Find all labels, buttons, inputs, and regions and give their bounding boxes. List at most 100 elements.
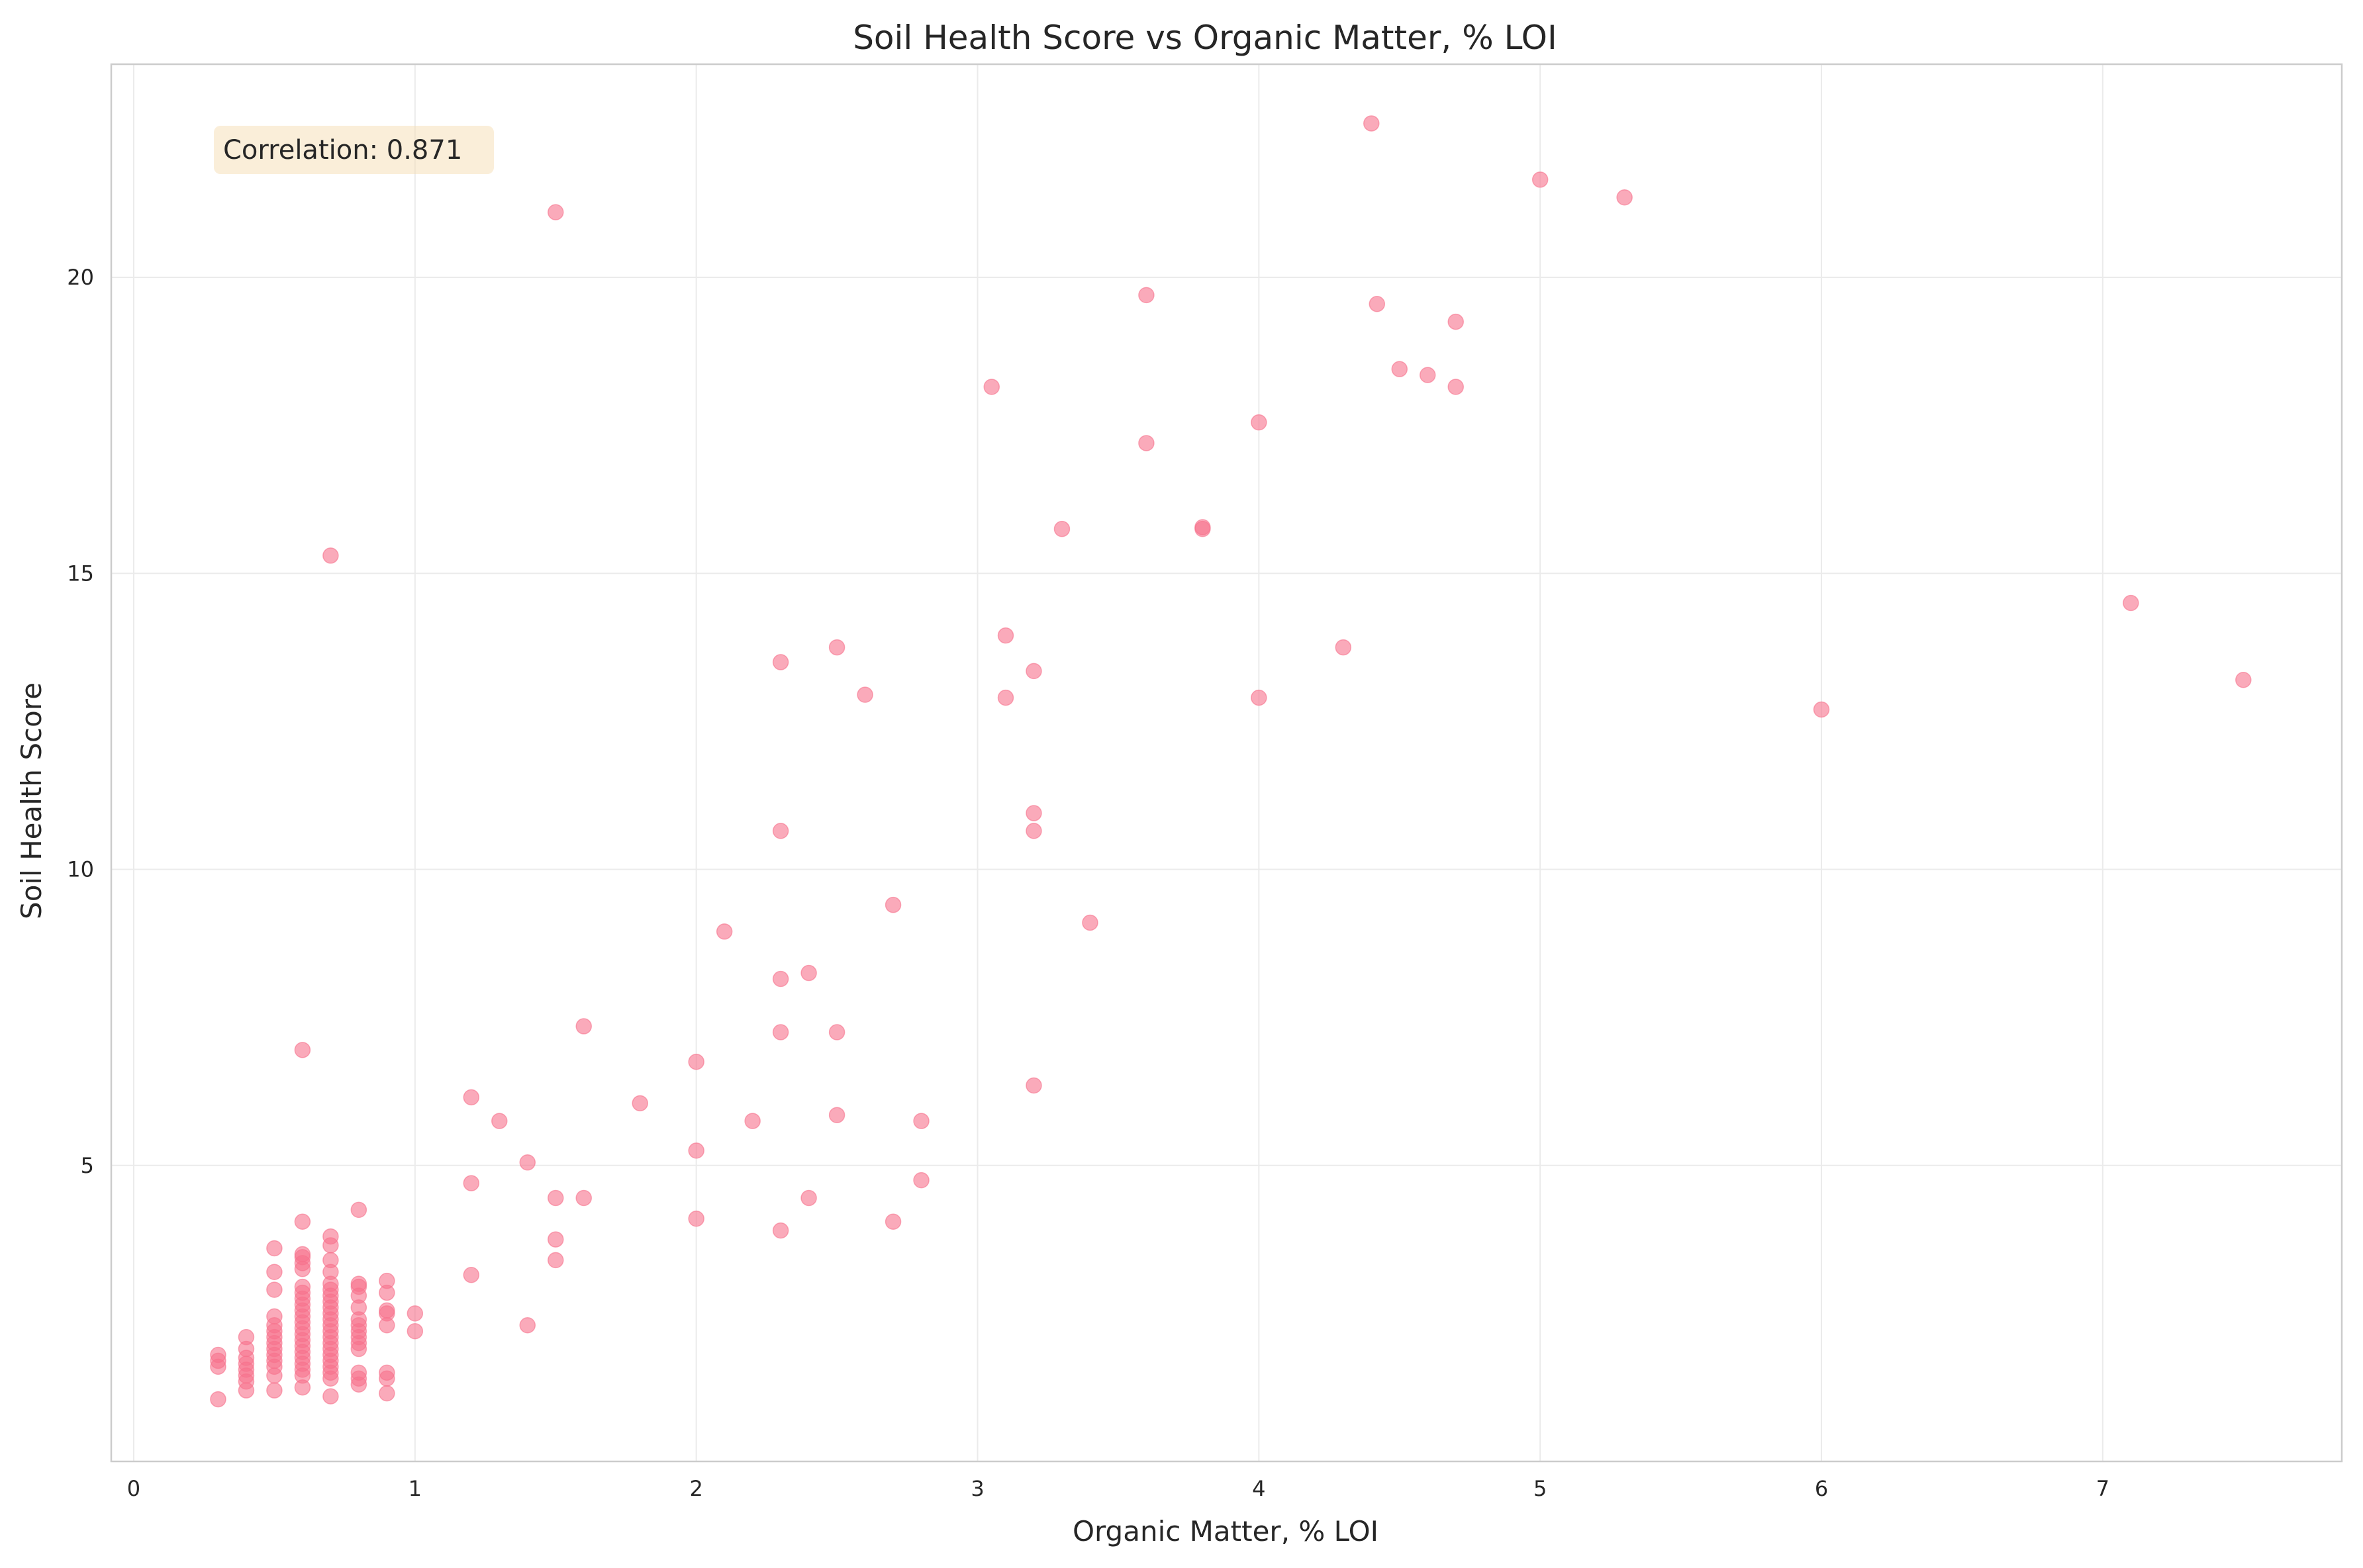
data-point — [548, 1252, 564, 1269]
data-point — [772, 970, 789, 988]
data-point — [688, 1211, 704, 1227]
axis-tick-labels: 0 1 2 3 4 5 6 7 5 10 15 20 — [67, 265, 2109, 1501]
x-tick-label: 0 — [127, 1476, 140, 1501]
data-point — [379, 1364, 395, 1381]
data-point — [266, 1382, 283, 1399]
data-point — [1420, 367, 1436, 383]
data-point — [828, 1024, 845, 1040]
data-point — [2123, 594, 2139, 612]
data-point — [266, 1240, 283, 1257]
annotation-box — [214, 126, 494, 174]
data-point — [1026, 1077, 1042, 1094]
data-point — [210, 1346, 226, 1363]
data-point — [885, 1213, 902, 1230]
data-point — [885, 896, 902, 913]
data-point — [266, 1264, 283, 1281]
data-point — [1335, 639, 1352, 656]
data-point — [548, 204, 564, 220]
data-point — [1363, 115, 1380, 132]
data-point — [238, 1328, 255, 1346]
data-point — [350, 1201, 367, 1219]
correlation-annotation: Correlation: 0.871 — [214, 126, 494, 174]
data-point — [463, 1266, 480, 1283]
grid-lines — [111, 64, 2342, 1461]
data-point — [1026, 823, 1042, 839]
data-point — [491, 1113, 508, 1129]
data-point — [1447, 379, 1464, 395]
data-point — [322, 1388, 339, 1405]
data-point — [407, 1305, 424, 1322]
data-point — [548, 1189, 564, 1207]
x-tick-label: 2 — [689, 1476, 702, 1501]
plot-area-frame — [110, 63, 2343, 1463]
data-point — [294, 1042, 311, 1058]
data-point — [379, 1385, 395, 1402]
x-tick-label: 1 — [409, 1476, 422, 1501]
x-tick-label: 6 — [1815, 1476, 1828, 1501]
data-point — [519, 1317, 536, 1334]
data-point — [688, 1053, 704, 1070]
x-tick-label: 5 — [1533, 1476, 1547, 1501]
data-point — [2235, 672, 2252, 688]
data-point — [800, 1189, 817, 1207]
data-point — [1616, 189, 1633, 206]
data-point — [379, 1272, 395, 1289]
data-point — [1447, 313, 1464, 330]
data-point — [463, 1175, 480, 1191]
data-point — [379, 1302, 395, 1319]
data-point — [1053, 520, 1071, 537]
data-point — [772, 654, 789, 670]
y-axis-title: Soil Health Score — [15, 682, 48, 919]
y-tick-label: 20 — [67, 265, 94, 290]
data-point — [407, 1322, 424, 1340]
data-point — [800, 964, 817, 982]
data-point — [266, 1308, 283, 1325]
data-point — [1194, 519, 1211, 535]
data-point — [983, 379, 1000, 395]
data-point — [1026, 663, 1042, 680]
data-point — [1138, 435, 1155, 451]
data-point — [519, 1154, 536, 1171]
data-points — [210, 115, 2252, 1408]
data-point — [1251, 414, 1267, 431]
data-point — [857, 686, 873, 703]
data-point — [772, 1024, 789, 1040]
data-point — [548, 1231, 564, 1248]
data-point — [294, 1278, 311, 1295]
data-point — [688, 1142, 704, 1159]
data-point — [1138, 287, 1155, 304]
data-point — [744, 1113, 761, 1129]
data-point — [997, 689, 1014, 706]
data-point — [632, 1095, 648, 1112]
data-point — [322, 1252, 339, 1269]
x-axis-title: Organic Matter, % LOI — [1073, 1515, 1378, 1547]
data-point — [1813, 701, 1830, 718]
data-point — [772, 823, 789, 839]
x-tick-label: 7 — [2096, 1476, 2109, 1501]
data-point — [913, 1113, 930, 1129]
data-point — [828, 1107, 845, 1123]
data-point — [1026, 805, 1042, 821]
data-point — [294, 1213, 311, 1230]
data-point — [350, 1364, 367, 1381]
data-point — [828, 639, 845, 656]
data-point — [322, 1228, 339, 1245]
y-tick-label: 5 — [81, 1153, 94, 1178]
y-tick-label: 10 — [67, 857, 94, 882]
data-point — [575, 1189, 592, 1207]
annotation-text: Correlation: 0.871 — [223, 135, 462, 165]
data-point — [266, 1281, 283, 1298]
data-point — [575, 1018, 592, 1035]
data-point — [1082, 914, 1098, 931]
data-point — [350, 1275, 367, 1292]
data-point — [772, 1222, 789, 1239]
data-point — [210, 1391, 226, 1408]
data-point — [322, 547, 339, 564]
data-point — [913, 1172, 930, 1189]
y-tick-label: 15 — [67, 561, 94, 586]
data-point — [1391, 361, 1408, 377]
data-point — [294, 1246, 311, 1263]
x-tick-label: 3 — [971, 1476, 984, 1501]
data-point — [1531, 171, 1549, 188]
